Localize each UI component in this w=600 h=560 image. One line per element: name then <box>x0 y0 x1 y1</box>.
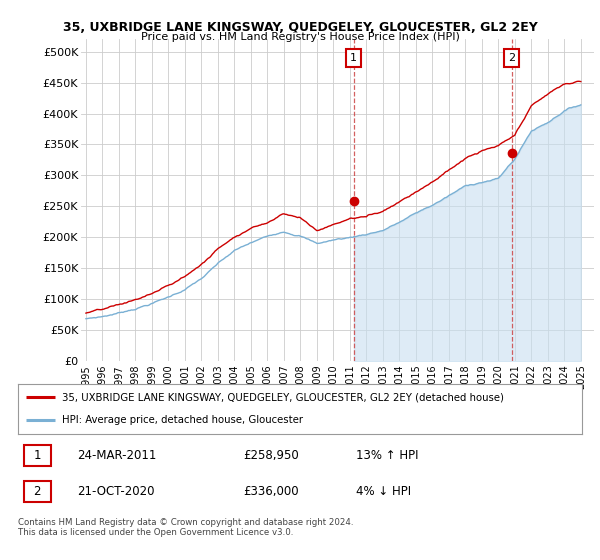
Text: £336,000: £336,000 <box>244 485 299 498</box>
Text: 2: 2 <box>508 53 515 63</box>
Text: 21-OCT-2020: 21-OCT-2020 <box>77 485 155 498</box>
Bar <box>23 480 51 502</box>
Text: Price paid vs. HM Land Registry's House Price Index (HPI): Price paid vs. HM Land Registry's House … <box>140 32 460 43</box>
Text: 35, UXBRIDGE LANE KINGSWAY, QUEDGELEY, GLOUCESTER, GL2 2EY (detached house): 35, UXBRIDGE LANE KINGSWAY, QUEDGELEY, G… <box>62 392 504 402</box>
Text: 35, UXBRIDGE LANE KINGSWAY, QUEDGELEY, GLOUCESTER, GL2 2EY: 35, UXBRIDGE LANE KINGSWAY, QUEDGELEY, G… <box>62 21 538 34</box>
Text: 1: 1 <box>350 53 357 63</box>
Text: 24-MAR-2011: 24-MAR-2011 <box>77 449 157 462</box>
Text: HPI: Average price, detached house, Gloucester: HPI: Average price, detached house, Glou… <box>62 416 303 426</box>
Text: £258,950: £258,950 <box>244 449 299 462</box>
Text: 1: 1 <box>34 449 41 462</box>
Text: 13% ↑ HPI: 13% ↑ HPI <box>356 449 419 462</box>
Text: 2: 2 <box>34 485 41 498</box>
Bar <box>23 445 51 466</box>
Text: Contains HM Land Registry data © Crown copyright and database right 2024.
This d: Contains HM Land Registry data © Crown c… <box>18 518 353 538</box>
Text: 4% ↓ HPI: 4% ↓ HPI <box>356 485 412 498</box>
